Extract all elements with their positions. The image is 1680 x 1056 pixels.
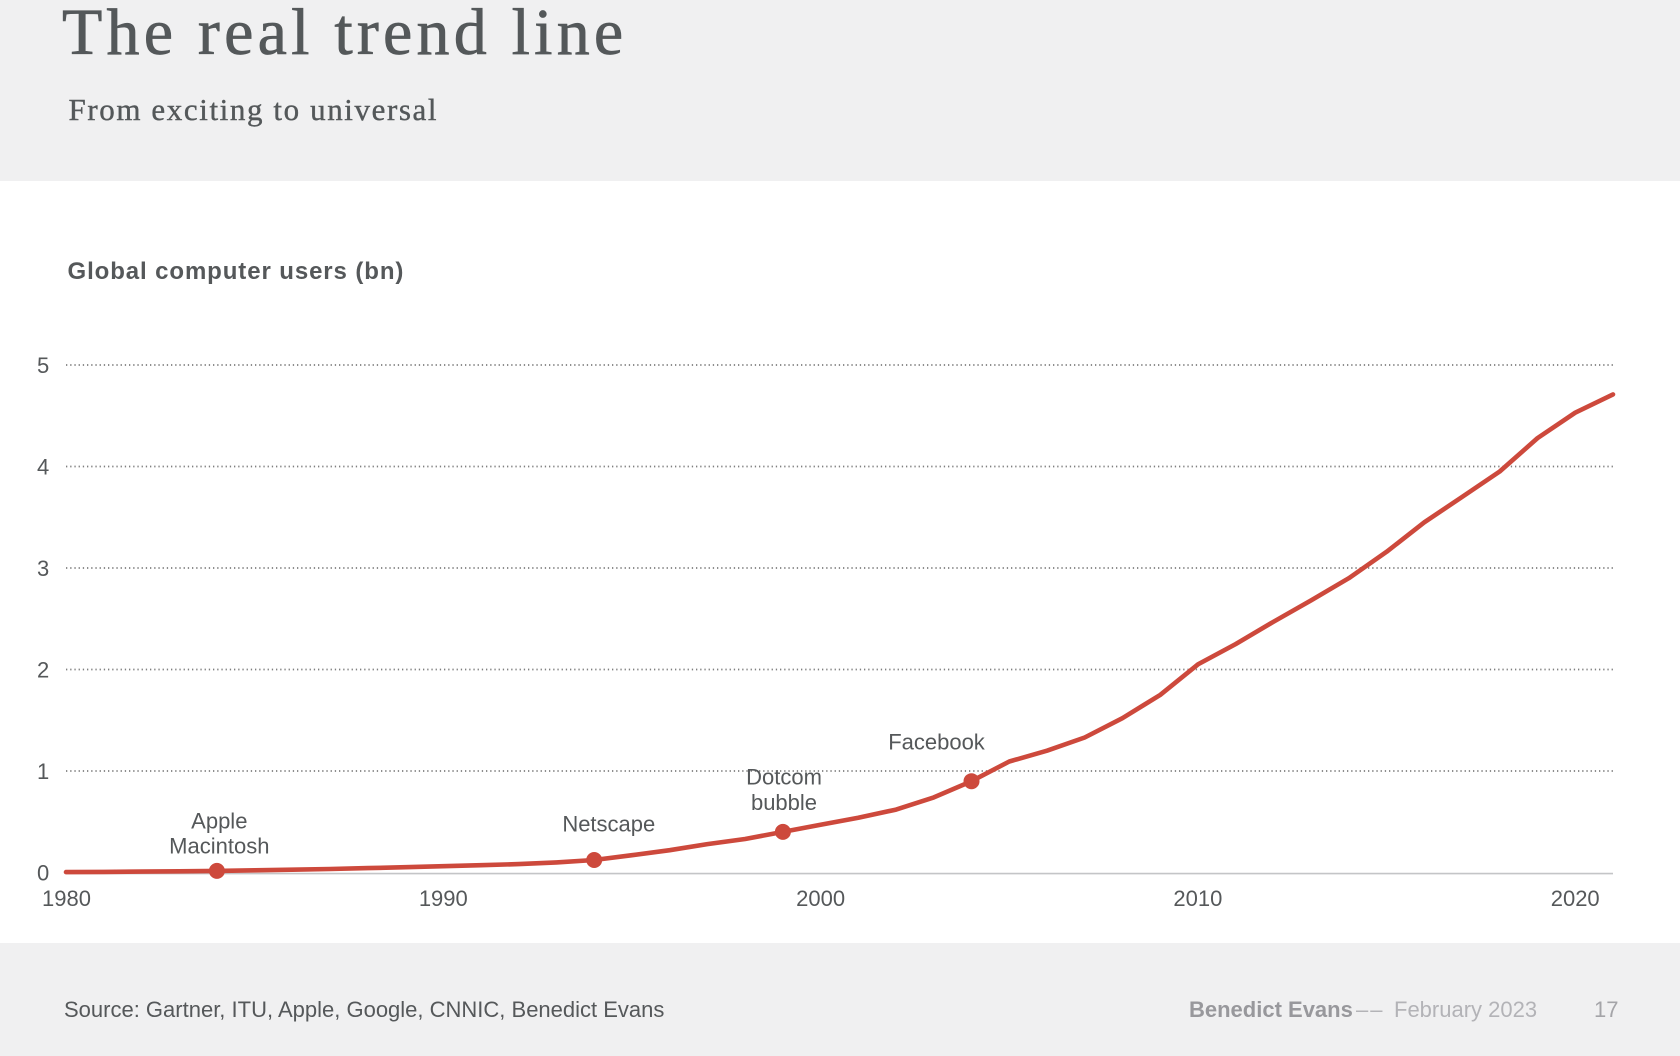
svg-text:1: 1 bbox=[37, 759, 49, 784]
svg-text:bubble: bubble bbox=[751, 790, 817, 815]
svg-text:3: 3 bbox=[37, 556, 49, 581]
svg-text:Dotcom: Dotcom bbox=[746, 765, 822, 790]
svg-text:1990: 1990 bbox=[419, 886, 468, 911]
svg-text:Facebook: Facebook bbox=[888, 730, 986, 755]
svg-text:Netscape: Netscape bbox=[562, 812, 655, 837]
svg-text:Apple: Apple bbox=[191, 809, 247, 834]
svg-text:4: 4 bbox=[37, 454, 49, 479]
svg-text:5: 5 bbox=[37, 353, 49, 378]
svg-text:1980: 1980 bbox=[42, 886, 91, 911]
svg-text:Global computer users (bn): Global computer users (bn) bbox=[68, 258, 405, 285]
svg-text:Macintosh: Macintosh bbox=[169, 834, 269, 859]
svg-text:2: 2 bbox=[37, 657, 49, 682]
svg-text:2000: 2000 bbox=[796, 886, 845, 911]
svg-text:0: 0 bbox=[37, 860, 49, 885]
svg-text:2020: 2020 bbox=[1551, 886, 1600, 911]
svg-text:2010: 2010 bbox=[1173, 886, 1222, 911]
